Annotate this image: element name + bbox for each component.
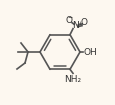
Text: +: +: [76, 21, 81, 26]
Text: NH₂: NH₂: [64, 75, 81, 84]
Text: O: O: [65, 16, 72, 25]
Text: −: −: [67, 15, 72, 20]
Text: N: N: [72, 21, 79, 30]
Text: O: O: [80, 18, 87, 27]
Text: OH: OH: [83, 47, 97, 56]
